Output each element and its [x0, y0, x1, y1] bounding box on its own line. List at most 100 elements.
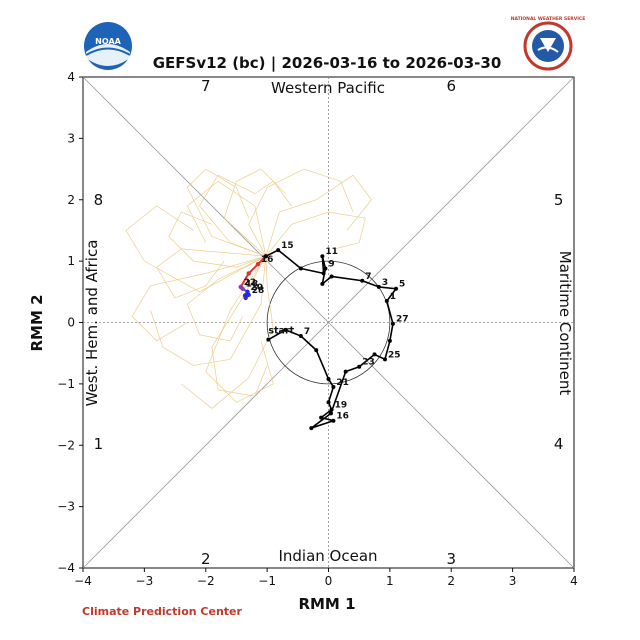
cpc-credit: Climate Prediction Center: [82, 605, 242, 618]
phase-number: 5: [554, 191, 564, 209]
y-tick-label: 2: [67, 193, 75, 207]
x-tick-label: 2: [447, 574, 455, 588]
ensemble-mean-point: [246, 271, 251, 276]
y-tick-label: −1: [57, 377, 75, 391]
unit-circle: [266, 260, 391, 385]
y-tick-label: 3: [67, 131, 75, 145]
observed-point: [298, 334, 303, 339]
observed-day-label: 11: [325, 247, 338, 257]
observed-point: [276, 248, 281, 253]
observed-day-label: 5: [399, 280, 405, 290]
observed-day-label: 1: [390, 292, 396, 302]
x-axis-title: RMM 1: [298, 595, 355, 613]
ensemble-member-line: [186, 168, 267, 257]
observed-day-label: 16: [336, 412, 349, 422]
observed-point: [394, 286, 399, 291]
ensemble-mean-label: 16: [261, 255, 274, 265]
observed-point: [309, 426, 314, 431]
ensemble-mean-label: 22: [244, 278, 257, 288]
region-label-left: West. Hem. and Africa: [83, 240, 101, 407]
ensemble-mean-point: [255, 261, 261, 267]
observed-point: [326, 376, 331, 381]
observed-point: [387, 338, 392, 343]
observed-point: [283, 327, 288, 332]
observed-day-label: 3: [382, 278, 388, 288]
chart-title: GEFSv12 (bc) | 2026-03-16 to 2026-03-30: [153, 54, 502, 73]
ensemble-member-line: [223, 168, 286, 257]
observed-day-label: 7: [365, 272, 371, 282]
observed-point: [331, 418, 336, 423]
ensemble-mean-point: [246, 292, 251, 298]
x-tick-label: 4: [570, 574, 578, 588]
observed-point: [357, 364, 362, 369]
ensemble-member-line: [205, 256, 274, 403]
ensemble-member-line: [156, 248, 266, 299]
observed-point: [329, 274, 334, 279]
ensemble-mean-point: [240, 286, 245, 291]
region-label-bottom: Indian Ocean: [278, 547, 377, 565]
observed-point: [382, 357, 387, 362]
observed-point: [266, 337, 271, 342]
ensemble-mean-label: 28: [252, 286, 265, 296]
observed-point: [263, 254, 268, 259]
phase-number: 7: [201, 77, 211, 95]
observed-point: [376, 284, 381, 289]
y-tick-label: −4: [57, 561, 75, 575]
ensemble-member-line: [248, 168, 354, 257]
observed-point: [320, 254, 325, 259]
observed-point: [372, 352, 377, 357]
phase-number: 3: [446, 550, 456, 568]
observed-day-label: 27: [396, 315, 409, 325]
x-tick-label: −2: [197, 574, 215, 588]
region-label-top: Western Pacific: [271, 79, 385, 97]
observed-day-label: 7: [304, 327, 310, 337]
observed-point: [319, 415, 324, 420]
y-tick-label: 4: [67, 70, 75, 84]
ensemble-member-line: [125, 205, 267, 293]
ensemble-mean-point: [243, 295, 248, 301]
observed-point: [331, 384, 336, 389]
zero-lines: [83, 77, 574, 568]
phase-number: 2: [201, 550, 211, 568]
observed-point: [314, 348, 319, 353]
observed-point: [360, 278, 365, 283]
noaa-logo: NOAA: [84, 22, 132, 70]
phase-number: 4: [554, 435, 564, 453]
observed-point: [329, 407, 334, 412]
y-ticks: −4 −3 −2 −1 0 1 2 3 4: [57, 70, 83, 575]
nws-logo-text: NATIONAL WEATHER SERVICE: [511, 16, 586, 22]
ensemble-member-line: [186, 180, 267, 257]
x-tick-label: −1: [258, 574, 276, 588]
y-axis-title: RMM 2: [28, 294, 46, 351]
observed-point: [343, 369, 348, 374]
x-tick-label: 0: [325, 574, 333, 588]
observed-point: [321, 271, 326, 276]
ensemble-member-line: [186, 255, 267, 342]
ensemble-mean-label: 20: [250, 283, 263, 293]
observed-point: [326, 400, 331, 405]
observed-day-label: 19: [335, 401, 348, 411]
observed-point: [323, 266, 328, 271]
x-tick-label: 1: [386, 574, 394, 588]
observed-point: [390, 321, 395, 326]
y-tick-label: 0: [67, 316, 75, 330]
phase-numbers: 1 2 3 4 5 6 7 8: [94, 77, 564, 568]
phase-number: 1: [94, 435, 104, 453]
ensemble-member-line: [265, 211, 366, 257]
observed-start-label: start: [268, 326, 294, 337]
phase-number: 8: [94, 191, 104, 209]
ensemble-member-line: [150, 256, 267, 366]
observed-day-label: 21: [336, 378, 349, 388]
observed-point: [328, 411, 333, 416]
nws-logo: NATIONAL WEATHER SERVICE: [511, 16, 586, 71]
x-ticks: −4 −3 −2 −1 0 1 2 3 4: [74, 568, 578, 588]
phase-number: 6: [446, 77, 456, 95]
observed-point: [384, 299, 389, 304]
ensemble-members: [125, 168, 372, 409]
observed-point: [298, 266, 303, 271]
y-tick-label: 1: [67, 254, 75, 268]
region-label-right: Maritime Continent: [556, 251, 574, 396]
